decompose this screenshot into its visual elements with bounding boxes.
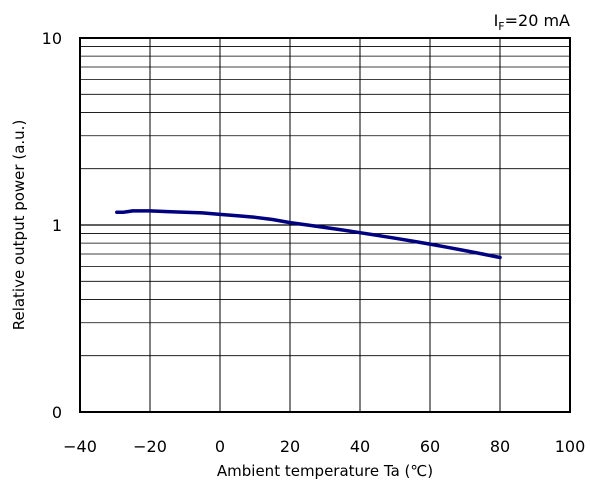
- y-tick-labels: 0 1 10: [42, 29, 62, 422]
- x-tick-label: −40: [63, 437, 97, 456]
- annotation-main: I: [494, 11, 499, 30]
- y-tick-label: 10: [42, 29, 62, 48]
- x-tick-label: 80: [490, 437, 510, 456]
- grid: [80, 38, 570, 412]
- x-axis-label: Ambient temperature Ta (℃): [217, 462, 433, 480]
- x-tick-label: 60: [420, 437, 440, 456]
- plot-frame: [79, 37, 571, 413]
- annotation-rest: =20 mA: [505, 11, 570, 30]
- x-tick-label: 0: [215, 437, 225, 456]
- x-tick-label: 40: [350, 437, 370, 456]
- x-tick-label: −20: [133, 437, 167, 456]
- x-tick-label: 20: [280, 437, 300, 456]
- y-axis-label: Relative output power (a.u.): [10, 120, 28, 331]
- annotation-sub: F: [498, 20, 504, 33]
- x-tick-label: 100: [555, 437, 586, 456]
- current-annotation: IF=20 mA: [494, 11, 570, 33]
- x-tick-labels: −40 −20 0 20 40 60 80 100: [63, 437, 585, 456]
- y-tick-label: 0: [52, 403, 62, 422]
- series-line: [115, 209, 502, 260]
- y-tick-label: 1: [52, 216, 62, 235]
- series-group: [115, 209, 502, 260]
